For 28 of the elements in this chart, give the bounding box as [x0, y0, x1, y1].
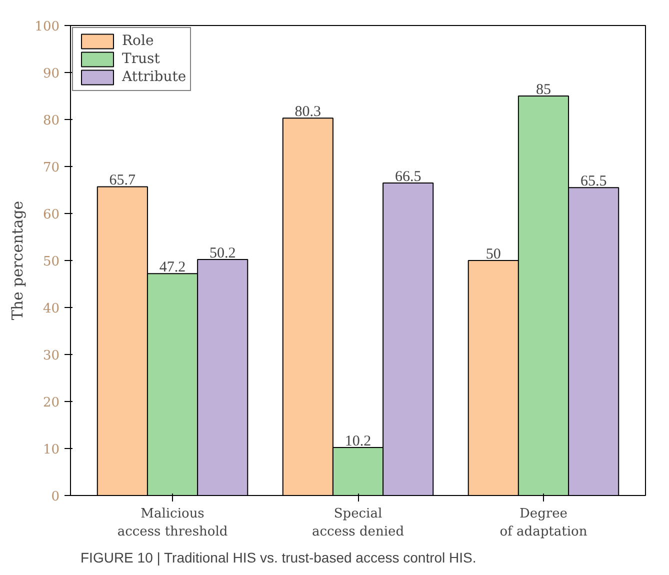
y-tick-label: 80	[42, 114, 60, 128]
x-tick-label: Special access denied	[312, 506, 404, 540]
x-tick-label: Malicious access threshold	[117, 506, 228, 540]
y-axis-title: The percentage	[8, 200, 27, 320]
data-label: 47.2	[159, 260, 186, 276]
y-tick-label: 20	[42, 396, 60, 410]
data-label: 10.2	[344, 434, 372, 450]
caption: FIGURE 10 | Traditional HIS vs. trust-based access control HIS.	[80, 550, 476, 566]
y-tick-label: 70	[42, 160, 60, 176]
data-label: 85	[536, 82, 551, 98]
y-tick-label: 0	[51, 490, 60, 504]
data-label: 50.2	[209, 246, 236, 262]
data-label: 65.7	[109, 172, 136, 189]
data-label: 66.5	[394, 168, 422, 185]
data-label: 80.3	[294, 104, 322, 120]
y-tick-label: 10	[42, 442, 60, 458]
data-label: 65.5	[580, 174, 607, 190]
y-tick-label: 30	[42, 348, 60, 364]
y-tick-label: 40	[42, 302, 60, 316]
legend-label: Role	[122, 33, 154, 49]
legend-label: Attribute	[122, 69, 186, 85]
y-tick-label: 60	[42, 208, 60, 222]
y-tick-label: 90	[42, 66, 60, 82]
data-label: 50	[486, 246, 501, 262]
x-tick-label: Degree of adaptation	[500, 506, 588, 540]
legend-label: Trust	[122, 51, 160, 67]
y-tick-label: 50	[42, 254, 60, 270]
y-tick-label: 100	[34, 20, 60, 34]
